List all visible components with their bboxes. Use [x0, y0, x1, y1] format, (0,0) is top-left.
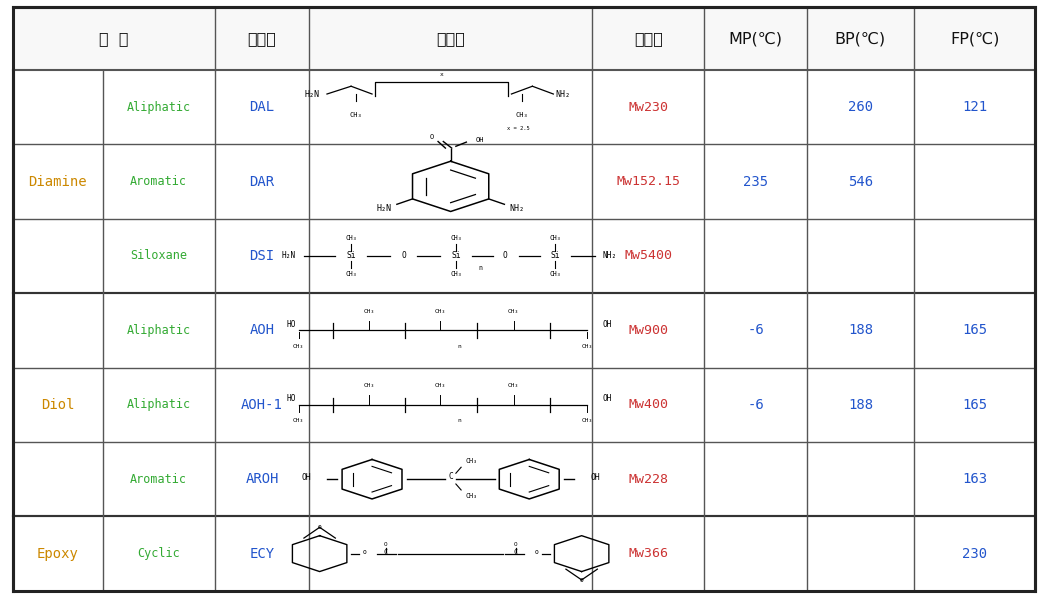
Text: 165: 165: [962, 398, 987, 412]
Text: Aliphatic: Aliphatic: [127, 100, 191, 114]
Text: DSI: DSI: [249, 249, 275, 263]
Text: o: o: [363, 550, 367, 556]
Text: Mw152.15: Mw152.15: [616, 175, 680, 188]
Text: Diamine: Diamine: [28, 175, 87, 188]
Text: 165: 165: [962, 324, 987, 337]
Text: 분자량: 분자량: [634, 31, 662, 46]
Text: 구조식: 구조식: [436, 31, 465, 46]
Text: C: C: [449, 472, 453, 481]
Text: Aliphatic: Aliphatic: [127, 398, 191, 411]
Text: n: n: [478, 265, 482, 271]
Text: HO: HO: [286, 320, 296, 329]
Text: CH₃: CH₃: [435, 309, 445, 313]
Text: NH₂: NH₂: [555, 90, 570, 99]
Text: Si: Si: [550, 252, 561, 261]
Text: 188: 188: [848, 324, 873, 337]
Text: NH₂: NH₂: [603, 252, 617, 261]
Text: CH₃: CH₃: [364, 383, 374, 388]
Text: o: o: [534, 550, 539, 556]
Text: Mw228: Mw228: [628, 472, 669, 486]
Text: CH₃: CH₃: [582, 418, 592, 423]
Text: OH: OH: [603, 394, 612, 403]
Text: ECY: ECY: [249, 547, 275, 560]
Text: Mw400: Mw400: [628, 398, 669, 411]
Text: n: n: [457, 343, 461, 349]
Text: Mw900: Mw900: [628, 324, 669, 337]
Text: Diol: Diol: [41, 398, 74, 412]
Text: H₂N: H₂N: [305, 90, 320, 99]
Text: Mw5400: Mw5400: [625, 249, 672, 263]
Text: Aromatic: Aromatic: [130, 175, 188, 188]
Text: Si: Si: [451, 252, 461, 261]
Text: 235: 235: [743, 175, 768, 188]
Text: CH₃: CH₃: [364, 309, 374, 313]
Text: CH₃: CH₃: [345, 235, 357, 241]
Text: FP(℃): FP(℃): [949, 31, 1000, 46]
Text: Aromatic: Aromatic: [130, 472, 188, 486]
Text: CH₃: CH₃: [582, 343, 592, 349]
Text: -6: -6: [747, 324, 764, 337]
Text: AOH-1: AOH-1: [241, 398, 283, 412]
Text: CH₃: CH₃: [516, 112, 528, 118]
Text: CH₃: CH₃: [435, 383, 445, 388]
Text: OH: OH: [590, 473, 599, 482]
Text: Siloxane: Siloxane: [130, 249, 188, 263]
Text: 계  열: 계 열: [99, 31, 129, 46]
Text: 188: 188: [848, 398, 873, 412]
Text: DAL: DAL: [249, 100, 275, 114]
Text: MP(℃): MP(℃): [728, 31, 783, 46]
Text: Mw366: Mw366: [628, 547, 669, 560]
Text: OH: OH: [603, 320, 612, 329]
Text: CH₃: CH₃: [549, 271, 562, 277]
Text: x = 2.5: x = 2.5: [507, 126, 530, 130]
Text: H₂N: H₂N: [377, 204, 392, 213]
Text: 260: 260: [848, 100, 873, 114]
Text: H₂N: H₂N: [281, 252, 296, 261]
Text: n: n: [457, 418, 461, 423]
Text: CH₃: CH₃: [465, 493, 478, 499]
Text: CH₃: CH₃: [508, 383, 519, 388]
Text: Cyclic: Cyclic: [137, 547, 180, 560]
Text: 546: 546: [848, 175, 873, 188]
Text: 실험명: 실험명: [247, 31, 277, 46]
Text: CH₃: CH₃: [293, 343, 304, 349]
Text: CH₃: CH₃: [293, 418, 304, 423]
Text: -6: -6: [747, 398, 764, 412]
Text: CH₃: CH₃: [465, 458, 478, 464]
Text: CH₃: CH₃: [450, 235, 462, 241]
Text: Si: Si: [346, 252, 356, 261]
Text: 121: 121: [962, 100, 987, 114]
Text: o: o: [318, 524, 322, 530]
Text: O: O: [430, 135, 434, 141]
Text: BP(℃): BP(℃): [835, 31, 886, 46]
Text: CH₃: CH₃: [508, 309, 519, 313]
Text: O: O: [401, 252, 406, 261]
Text: HO: HO: [286, 394, 296, 403]
Text: CH₃: CH₃: [350, 112, 363, 118]
Text: O: O: [503, 252, 507, 261]
Text: Aliphatic: Aliphatic: [127, 324, 191, 337]
Bar: [13, 7, 1035, 70]
Text: C: C: [514, 550, 518, 556]
Text: DAR: DAR: [249, 175, 275, 188]
Text: O: O: [514, 542, 518, 547]
Text: 230: 230: [962, 547, 987, 560]
Text: CH₃: CH₃: [345, 271, 357, 277]
Text: C: C: [384, 550, 388, 556]
Text: CH₃: CH₃: [549, 235, 562, 241]
Text: OH: OH: [476, 137, 484, 143]
Text: 163: 163: [962, 472, 987, 486]
Text: Epoxy: Epoxy: [37, 547, 79, 560]
Text: CH₃: CH₃: [450, 271, 462, 277]
Text: o: o: [580, 577, 584, 583]
Text: x: x: [440, 72, 443, 77]
Text: NH₂: NH₂: [509, 204, 524, 213]
Text: OH: OH: [302, 473, 311, 482]
Text: AROH: AROH: [245, 472, 279, 486]
Text: Mw230: Mw230: [628, 100, 669, 114]
Text: AOH: AOH: [249, 324, 275, 337]
Text: O: O: [384, 542, 388, 547]
